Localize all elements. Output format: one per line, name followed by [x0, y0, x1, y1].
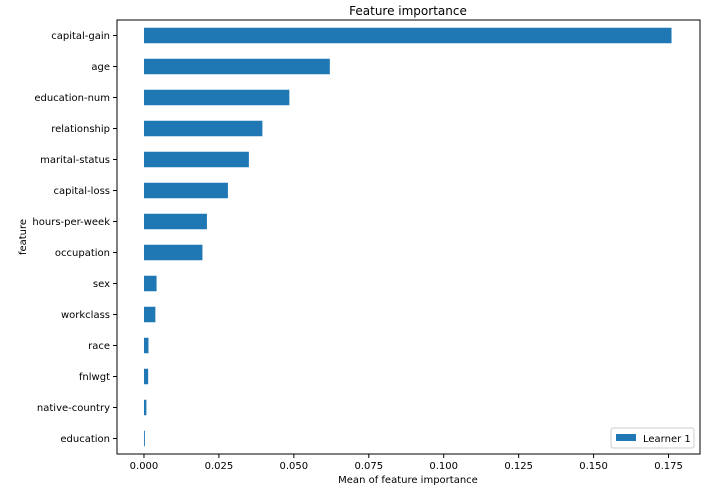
y-tick-label: sex [93, 279, 110, 290]
bars-layer [143, 27, 672, 447]
y-tick-label: native-country [37, 403, 110, 414]
legend: Learner 1 [610, 427, 695, 449]
bar-relationship [143, 120, 263, 137]
y-tick-label: race [88, 341, 110, 352]
x-tick-label: 0.075 [354, 461, 383, 472]
y-tick-label: marital-status [40, 155, 110, 166]
bar-hours-per-week [143, 213, 207, 230]
bar-marital-status [143, 151, 249, 168]
x-tick-label: 0.100 [429, 461, 458, 472]
plot-frame [116, 19, 701, 455]
y-tick-label: capital-loss [53, 186, 110, 197]
bar-capital-loss [143, 182, 228, 199]
y-tick-label: occupation [55, 248, 110, 259]
x-tick-label: 0.150 [579, 461, 608, 472]
y-tick-label: education-num [34, 93, 110, 104]
x-tick-label: 0.175 [654, 461, 683, 472]
y-axis-label: feature [18, 219, 29, 255]
bar-fnlwgt [143, 368, 149, 385]
x-tick-label: 0.050 [280, 461, 309, 472]
x-axis-label: Mean of feature importance [338, 475, 478, 486]
bar-native-country [143, 399, 147, 416]
y-tick-label: relationship [51, 124, 110, 135]
legend-swatch [616, 434, 636, 441]
x-axis-ticks: 0.000 0.025 0.050 0.075 0.100 0.125 0.150 0.175 [130, 454, 683, 472]
legend-label: Learner 1 [643, 434, 691, 445]
chart-title: Feature importance [349, 4, 467, 18]
bar-education [143, 430, 145, 447]
x-tick-label: 0.125 [504, 461, 533, 472]
y-tick-label: age [91, 62, 110, 73]
bar-sex [143, 275, 157, 292]
y-tick-label: hours-per-week [32, 217, 110, 228]
y-tick-label: fnlwgt [79, 372, 110, 383]
x-tick-label: 0.000 [130, 461, 159, 472]
bar-occupation [143, 244, 203, 261]
bar-age [143, 58, 330, 75]
x-tick-label: 0.025 [205, 461, 234, 472]
bar-capital-gain [143, 27, 672, 44]
y-tick-label: education [60, 434, 110, 445]
legend-box [610, 427, 695, 449]
y-tick-label: capital-gain [51, 31, 110, 42]
bar-race [143, 337, 149, 354]
bar-workclass [143, 306, 156, 323]
y-tick-label: workclass [61, 310, 110, 321]
bar-education-num [143, 89, 290, 106]
y-axis-ticks: capital-gain age education-num relationship… [32, 31, 117, 445]
